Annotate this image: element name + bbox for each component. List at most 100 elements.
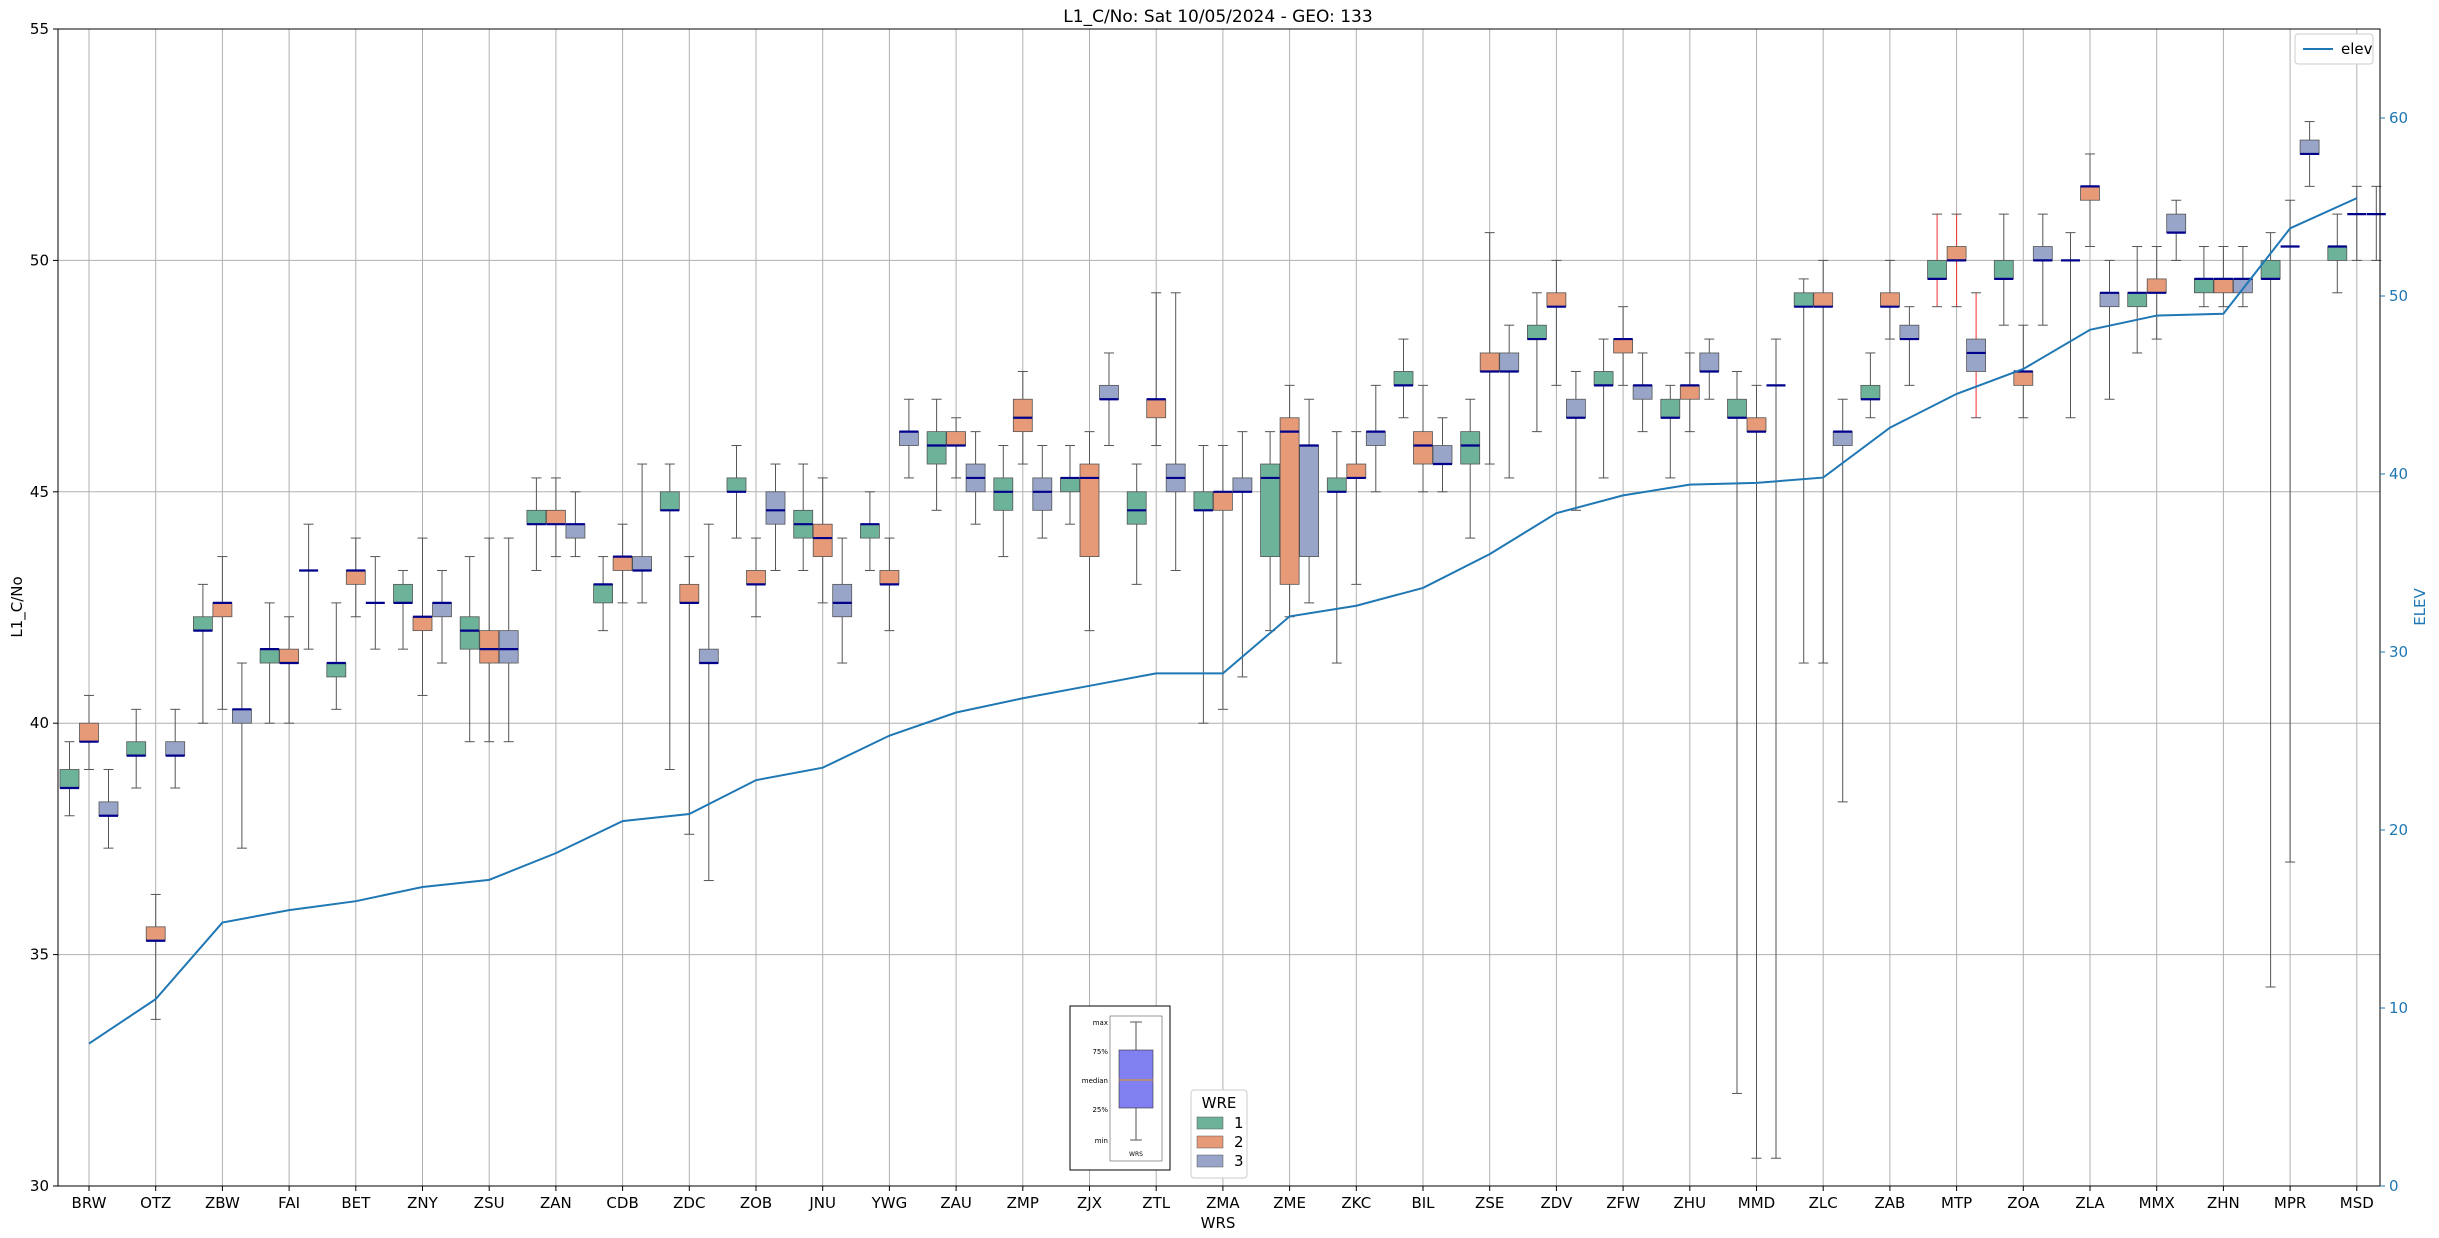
box-iqr [546, 509, 566, 525]
x-tick-label: ZOA [2007, 1194, 2040, 1212]
box-iqr [126, 741, 147, 756]
inset-label: max [1093, 1019, 1108, 1027]
box-iqr [1927, 259, 1947, 280]
box-iqr [526, 509, 547, 525]
box-BET-wre1 [326, 602, 347, 710]
wre-legend-swatch [1196, 1135, 1224, 1149]
y2-tick-label: 50 [2389, 287, 2408, 305]
box-iqr [1099, 384, 1119, 400]
box-MSD-wre1 [2327, 213, 2348, 294]
box-ZME-wre3 [1299, 398, 1319, 604]
box-ZAB-wre2 [1880, 259, 1900, 340]
box-ZJX-wre1 [1060, 445, 1080, 525]
box-iqr [1699, 352, 1720, 372]
box-ZDC-wre3 [698, 523, 719, 882]
box-iqr [145, 926, 166, 942]
x-axis-label: WRS [1201, 1214, 1236, 1232]
box-ZOB-wre3 [765, 463, 786, 571]
box-MMD-wre2 [1746, 384, 1767, 1159]
x-tick-label: BIL [1411, 1194, 1435, 1212]
box-BRW-wre1 [59, 741, 80, 817]
box-ZOB-wre1 [726, 445, 747, 539]
box-iqr [212, 602, 233, 618]
box-iqr [1593, 371, 1614, 386]
box-iqr [1793, 292, 1814, 308]
x-tick-label: ZJX [1077, 1194, 1102, 1212]
elev-legend-frame [2294, 33, 2374, 65]
box-ZTL-wre1 [1126, 463, 1147, 585]
box-ZHU-wre1 [1660, 384, 1681, 479]
box-iqr [79, 722, 99, 743]
x-tick-label: BET [341, 1194, 371, 1212]
box-iqr [1946, 246, 1967, 261]
box-BET-wre2 [345, 537, 366, 618]
inset-label: 25% [1092, 1106, 1108, 1114]
box-ZNY-wre1 [393, 569, 413, 650]
box-iqr [259, 648, 280, 664]
box-ZBW-wre1 [192, 583, 213, 724]
box-BET-wre3 [365, 556, 385, 650]
box-iqr [393, 583, 413, 604]
box-iqr [2193, 278, 2214, 294]
y-tick-label: 55 [30, 20, 49, 38]
x-tick-label: ZAB [1874, 1194, 1905, 1212]
box-JNU-wre2 [812, 477, 833, 604]
x-tick-label: MTP [1941, 1194, 1972, 1212]
box-ZKC-wre3 [1365, 384, 1386, 493]
box-iqr [2099, 292, 2120, 308]
box-iqr [432, 602, 452, 618]
box-iqr [412, 616, 433, 632]
inset-key: max 75% median 25% min WRS [1069, 1005, 1171, 1171]
box-MPR-wre1 [2260, 232, 2281, 988]
box-ZTL-wre2 [1146, 292, 1167, 447]
box-iqr [1679, 384, 1700, 400]
box-ZMA-wre2 [1213, 445, 1233, 710]
x-tick-label: FAI [278, 1194, 300, 1212]
y2-axis-label: ELEV [2411, 587, 2429, 625]
box-iqr [946, 431, 966, 446]
box-ZJX-wre3 [1099, 352, 1119, 447]
inset-label: median [1082, 1077, 1108, 1085]
box-ZSU-wre3 [498, 537, 519, 743]
box-OTZ-wre3 [165, 708, 186, 789]
box-JNU-wre1 [793, 463, 814, 571]
box-iqr [1546, 292, 1567, 308]
box-ZSE-wre3 [1499, 324, 1520, 479]
box-ZME-wre1 [1260, 431, 1280, 632]
box-YWG-wre2 [879, 537, 900, 632]
box-ZAU-wre1 [926, 398, 947, 511]
box-ZLC-wre3 [1832, 398, 1853, 803]
box-ZNY-wre3 [432, 569, 452, 664]
box-ZSU-wre2 [479, 537, 500, 743]
box-ZMA-wre3 [1232, 431, 1253, 678]
box-iqr [1260, 463, 1280, 557]
box-iqr [498, 630, 519, 664]
box-CDB-wre2 [612, 523, 633, 604]
box-iqr [993, 477, 1014, 511]
box-ZHN-wre2 [2213, 246, 2234, 308]
box-MMX-wre2 [2146, 246, 2167, 340]
box-iqr [1346, 463, 1367, 479]
box-iqr [1079, 463, 1100, 557]
box-iqr [2213, 278, 2234, 294]
box-ZFW-wre2 [1613, 306, 1633, 386]
box-iqr [1632, 384, 1653, 400]
x-tick-label: YWG [871, 1194, 908, 1212]
box-ZBW-wre2 [212, 556, 233, 710]
x-tick-label: ZHU [1674, 1194, 1707, 1212]
box-ZBW-wre3 [231, 662, 252, 849]
box-iqr [1326, 477, 1347, 493]
box-YWG-wre3 [899, 398, 919, 479]
x-tick-label: ZSE [1475, 1194, 1504, 1212]
x-tick-label: OTZ [140, 1194, 171, 1212]
box-iqr [2013, 371, 2034, 386]
elev-line-layer [88, 197, 2358, 1045]
y-tick-label: 50 [30, 251, 49, 269]
box-iqr [1880, 292, 1900, 308]
box-iqr [1213, 491, 1233, 511]
box-FAI-wre2 [279, 616, 300, 724]
x-tick-label: ZDC [673, 1194, 705, 1212]
box-ZDV-wre1 [1527, 292, 1547, 433]
box-iqr [565, 523, 586, 539]
